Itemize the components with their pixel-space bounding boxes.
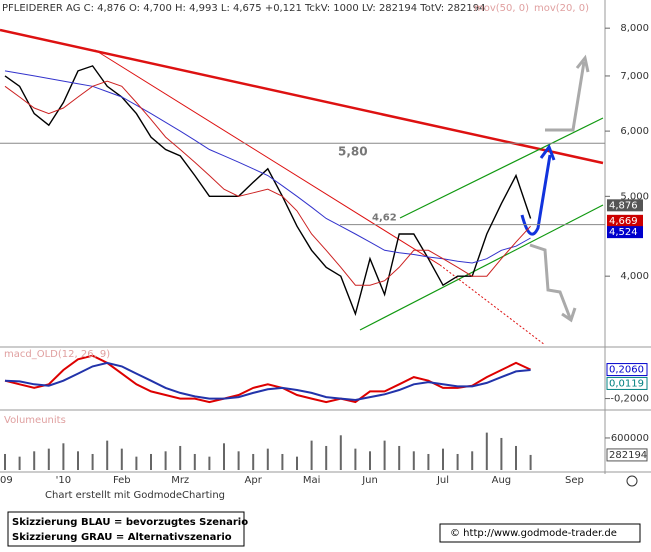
volume-bar [427,453,430,470]
volume-bar [281,453,284,470]
y-tick-label: -0,2000 [610,394,649,405]
y-tick-label: 6,000 [620,126,649,137]
macd-label-box [606,376,648,390]
channel-line [359,204,604,331]
volume-bar [325,445,328,470]
macd-label-box [606,363,648,377]
volume-label-box [606,448,648,462]
price-label-box [607,214,643,227]
volume-bar [150,453,152,470]
legend-entry: mov(20, 0) [534,3,589,14]
volume-bar [179,445,182,470]
x-tick-label: Sep [565,475,584,486]
trend-line [94,49,441,266]
level-label: 5,80 [338,145,368,159]
channel-line [399,117,604,219]
x-tick-label: Feb [113,475,131,486]
volume-bar [354,448,357,470]
trend-line [0,28,604,165]
macd-label: 0,2060 [609,365,644,376]
legend-entry: mov(50, 0) [474,3,529,14]
volume-bar [4,453,6,470]
volume-bar [18,456,21,470]
volume-bar [500,437,503,470]
volume-bar [369,451,371,470]
volume-bar [296,456,298,470]
x-tick-label: Jul [436,475,449,486]
y-tick-label: 600000 [611,433,649,444]
volume-bar [252,453,255,470]
x-tick-label: Aug [492,475,512,486]
legend-text: Skizzierung BLAU = bevorzugtes Szenario [12,517,248,528]
legend-box [7,511,245,547]
x-tick-label: '09 [0,475,13,486]
volume-bar [223,443,225,470]
y-tick-label: 4,000 [620,271,649,282]
volume-bar [471,451,474,470]
x-tick-label: '10 [56,475,71,486]
legend-text: Skizzierung GRAU = Alternativszenario [12,532,232,543]
volume-bar [208,456,211,470]
volume-bar [237,451,240,470]
plot: '09 '10 Feb Mrz Apr Mai Jun Jul Aug Sep 4,000 5,000… [0,23,649,486]
price-line [4,65,532,317]
volume-bar [383,440,386,470]
volume-bar [339,435,342,470]
volume-bar [398,445,401,470]
macd-line [4,361,531,402]
y-tick-label: 7,000 [620,71,649,82]
volume-bar [515,445,517,470]
volume-bar [529,454,532,470]
x-tick-label: Apr [245,475,263,486]
macd-label: 0,0119 [609,378,644,389]
price-label: 4,876 [609,200,638,211]
scenario-arrow [545,54,590,132]
volume-bar [135,456,138,470]
x-tick-label: Jun [361,475,378,486]
volume-bar [456,453,459,470]
volume-bar [310,440,313,470]
copyright-box [439,523,641,543]
scenario-arrow [520,154,552,236]
volume-bar [193,453,196,470]
volume-bar [266,448,269,470]
volume-bar [164,451,167,470]
volume-bar [106,440,109,470]
logo [626,475,638,487]
volume-bar [120,448,123,470]
price-label-box [607,226,643,239]
volume-bar [412,451,415,470]
scenario-arrow [529,243,577,323]
header: PFLEIDERER AG C: 4,876 O: 4,700 H: 4,993… [2,3,486,14]
volume-bar [485,432,488,470]
price-label: 4,669 [609,216,638,227]
volume-bar [47,448,50,470]
x-tick-label: Mrz [171,475,189,486]
panel-title: Volumeunits [4,415,66,426]
volume-label: 282194 [609,450,647,461]
price-label: 4,524 [609,227,638,238]
price-label-box [607,199,643,212]
volume-bar [62,443,65,470]
level-label: 4,62 [372,213,397,224]
volume-bar [33,451,36,470]
price-line [4,80,531,286]
footer: Chart erstellt mit GodmodeCharting [45,490,225,501]
volume-bar [77,451,79,470]
y-tick-label: 5,000 [620,191,649,202]
x-tick-label: Mai [303,475,321,486]
volume-bar [442,448,444,470]
y-tick-label: 8,000 [620,23,649,34]
macd-line [4,354,532,404]
copyright: © http://www.godmode-trader.de [450,528,617,539]
volume-bar [91,453,94,470]
panel-title: macd_OLD(12, 26, 9) [4,349,110,360]
arrow-head [539,143,556,161]
